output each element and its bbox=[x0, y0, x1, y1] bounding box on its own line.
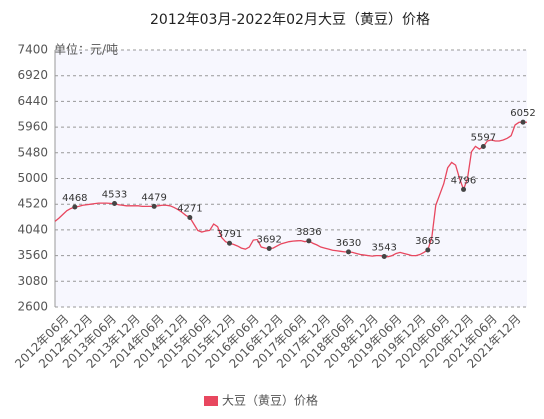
data-label: 4468 bbox=[62, 193, 87, 204]
marker bbox=[425, 247, 431, 253]
line bbox=[54, 121, 528, 258]
data-label: 3836 bbox=[296, 227, 321, 238]
marker bbox=[461, 186, 467, 192]
data-label: 4479 bbox=[141, 192, 166, 203]
unit-label: 单位：元/吨 bbox=[54, 42, 118, 57]
data-label: 6052 bbox=[510, 108, 535, 119]
marker bbox=[306, 238, 312, 244]
marker bbox=[227, 240, 233, 246]
data-label: 3692 bbox=[256, 235, 281, 246]
y-tick-label: 3560 bbox=[17, 248, 48, 262]
data-label: 4533 bbox=[102, 190, 127, 201]
y-tick-label: 4520 bbox=[17, 197, 48, 211]
data-label: 5597 bbox=[471, 133, 496, 144]
data-label: 3665 bbox=[415, 236, 440, 247]
y-tick-label: 3080 bbox=[17, 274, 48, 288]
marker bbox=[111, 201, 117, 207]
marker bbox=[381, 254, 387, 260]
data-label: 4796 bbox=[451, 175, 476, 186]
legend-swatch bbox=[204, 396, 218, 406]
data-label: 4271 bbox=[177, 204, 202, 215]
y-tick-label: 5480 bbox=[17, 145, 48, 159]
y-tick-label: 6440 bbox=[17, 94, 48, 108]
y-tick-label: 2600 bbox=[17, 300, 48, 314]
y-tick-label: 4040 bbox=[17, 222, 48, 236]
y-tick-label: 5000 bbox=[17, 171, 48, 185]
marker bbox=[187, 215, 193, 221]
data-label: 3791 bbox=[217, 229, 242, 240]
marker bbox=[520, 119, 526, 125]
data-label: 3543 bbox=[371, 243, 396, 254]
marker bbox=[151, 203, 157, 209]
legend-label: 大豆（黄豆）价格 bbox=[222, 393, 318, 408]
marker bbox=[346, 249, 352, 255]
chart-title: 2012年03月-2022年02月大豆（黄豆）价格 bbox=[150, 11, 430, 28]
marker bbox=[266, 246, 272, 252]
y-tick-label: 7400 bbox=[17, 43, 48, 57]
marker bbox=[480, 144, 486, 150]
marker bbox=[72, 204, 78, 210]
y-tick-label: 5960 bbox=[17, 120, 48, 134]
y-tick-label: 6920 bbox=[17, 68, 48, 82]
data-label: 3630 bbox=[336, 238, 361, 249]
